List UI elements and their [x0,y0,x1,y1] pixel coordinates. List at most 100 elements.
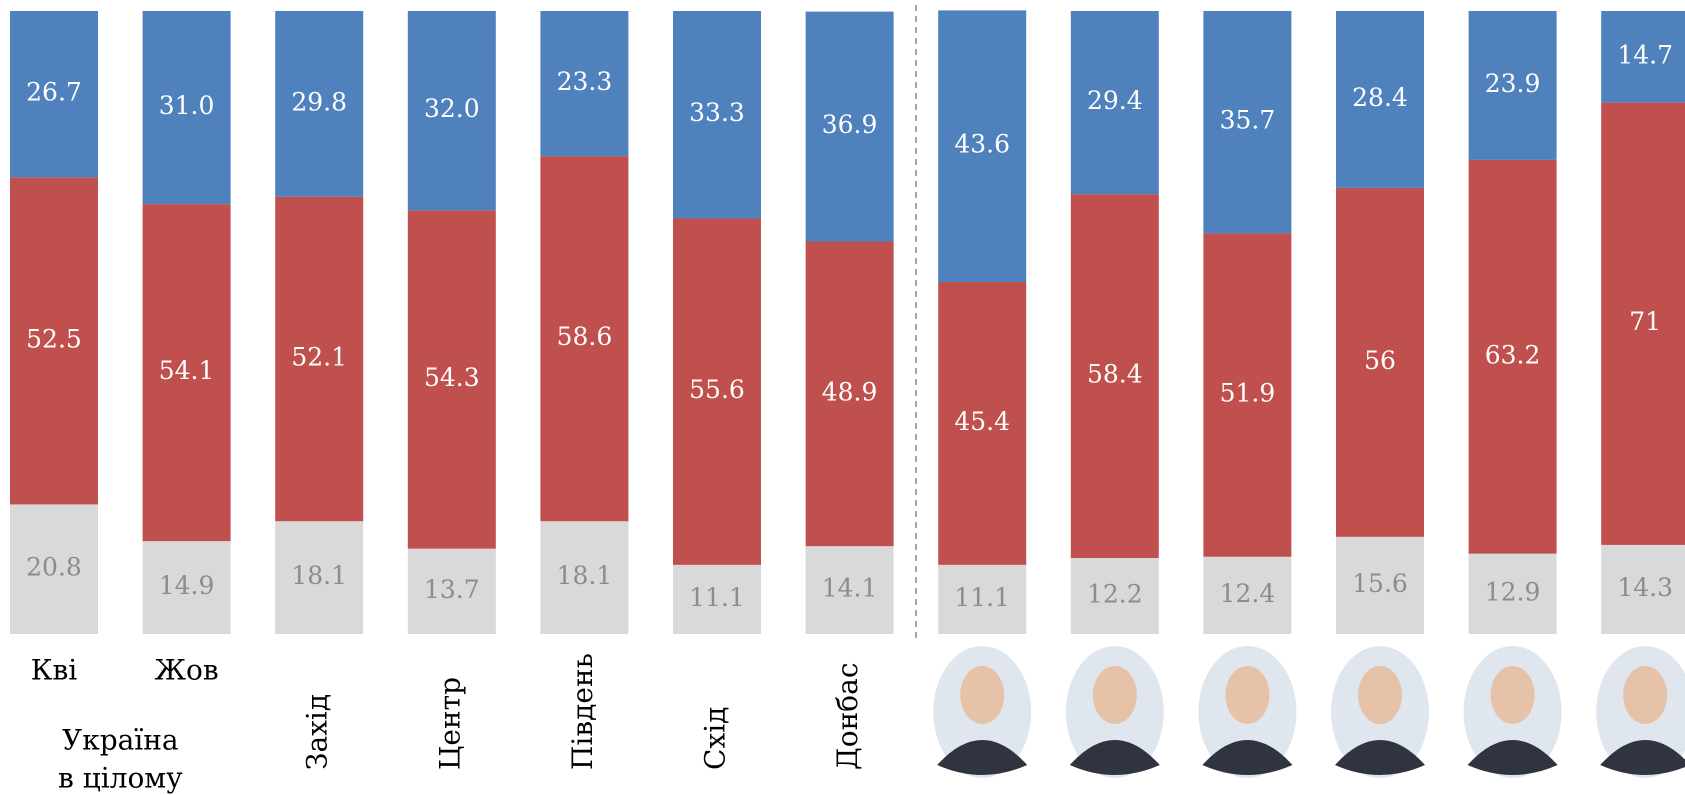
bar-segment [407,548,496,634]
bar-segment [1468,11,1557,160]
bar-segment [540,11,629,157]
value-label: 52.1 [291,342,347,371]
value-label: 29.4 [1087,86,1143,115]
bar-segment [1070,194,1159,558]
bar-segment [275,196,364,522]
bar-segment [1070,11,1159,195]
bar-segment [10,177,98,505]
value-label: 14.1 [822,574,878,603]
candidate-photo [1331,646,1429,778]
value-label: 23.9 [1485,69,1541,98]
photo-face [1623,666,1668,724]
bar-segment [540,156,629,522]
photo-suit [1600,740,1685,775]
bar-segment [1601,102,1685,545]
value-label: 56 [1364,346,1396,375]
value-label: 14.7 [1617,40,1673,69]
value-label: 11.1 [954,583,1010,612]
value-label: 13.7 [424,575,480,604]
photo-face [1092,666,1137,724]
photo-suit [1202,740,1293,775]
bar-segment [142,11,231,205]
value-label: 14.3 [1617,573,1673,602]
bar-segment [805,11,894,242]
bar-segment [1203,11,1292,234]
bar-segment [805,546,894,634]
value-label: 29.8 [291,87,347,116]
value-label: 14.9 [159,571,215,600]
value-label: 52.5 [26,324,82,353]
value-label: 15.6 [1352,569,1408,598]
bar-segment [938,10,1027,283]
value-label: 54.1 [159,356,215,385]
bar-segment [1336,536,1424,634]
x-tick-label: Жов [155,654,219,687]
photo-face [960,666,1005,724]
bar-segment [142,204,231,542]
x-tick-label: Кві [31,654,77,687]
bar-segment [805,241,894,547]
group-label: в цілому [58,762,183,795]
value-label: 28.4 [1352,83,1408,112]
value-label: 63.2 [1485,340,1541,369]
bar-segment [10,11,98,178]
photo-suit [1335,740,1425,775]
bar-segment [1601,11,1685,103]
bar-segment [673,218,761,565]
bar-segment [1070,557,1159,634]
value-label: 33.3 [689,98,745,127]
value-label: 71 [1629,307,1661,336]
bar-segment [1336,187,1424,537]
value-label: 54.3 [424,363,480,392]
value-label: 51.9 [1220,379,1276,408]
value-label: 43.6 [954,130,1010,159]
value-label: 18.1 [291,561,347,590]
bar-segment [1468,159,1557,554]
x-tick-label: Донбас [831,662,864,770]
group-label: Україна [62,724,179,757]
bar-segment [1601,544,1685,634]
x-tick-label: Центр [433,677,466,770]
value-label: 35.7 [1220,106,1276,135]
value-label: 58.4 [1087,360,1143,389]
value-label: 12.9 [1485,577,1541,606]
bar-segment [1203,556,1292,634]
bar-segment [673,564,761,634]
candidate-photo [1198,646,1297,778]
bar-segment [275,11,364,197]
value-label: 18.1 [557,561,613,590]
bar-segment [1336,11,1424,188]
bar-segment [540,521,629,634]
value-label: 58.6 [557,322,613,351]
value-label: 12.2 [1087,579,1143,608]
candidate-photo [1463,646,1562,778]
value-label: 48.9 [822,377,878,406]
bar-segment [10,504,98,634]
x-tick-label: Схід [699,707,732,770]
photo-suit [1069,740,1160,775]
value-label: 20.8 [26,553,82,582]
value-label: 26.7 [26,78,82,107]
bar-segment [938,564,1027,634]
x-tick-label: Захід [301,694,334,770]
photo-face [1225,666,1270,724]
value-label: 55.6 [689,375,745,404]
bar-segment [673,11,761,219]
bar-segment [407,210,496,549]
x-tick-label: Південь [566,653,599,770]
bar-segment [938,282,1027,565]
photo-suit [937,740,1028,775]
candidate-photo [1065,646,1164,778]
value-label: 23.3 [557,67,613,96]
photo-face [1358,666,1402,724]
candidate-photo [933,646,1032,778]
value-label: 12.4 [1220,579,1276,608]
value-label: 11.1 [689,583,745,612]
value-label: 31.0 [159,91,215,120]
bar-segment [1468,553,1557,634]
bar-segment [407,11,496,211]
bar-segment [275,521,364,634]
photo-suit [1467,740,1558,775]
value-label: 45.4 [954,407,1010,436]
